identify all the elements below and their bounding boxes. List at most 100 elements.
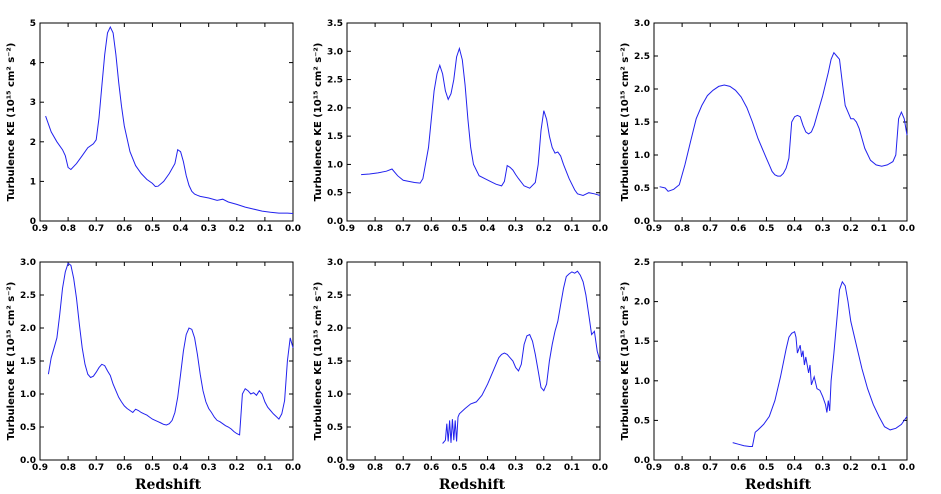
x-tick-label: 0.9 — [32, 463, 48, 473]
y-tick-label: 1.0 — [634, 377, 650, 387]
y-tick-label: 3.0 — [634, 19, 650, 29]
y-axis-label: Turbulence KE (10¹⁵ cm² s⁻²) — [620, 43, 631, 202]
y-tick-label: 0.0 — [634, 217, 650, 227]
plot-frame — [346, 22, 601, 222]
y-axis-label: Turbulence KE (10¹⁵ cm² s⁻²) — [6, 282, 17, 441]
x-tick-label: 0.2 — [843, 463, 859, 473]
x-tick-label: 0.0 — [899, 463, 915, 473]
plot-frame — [39, 22, 294, 222]
y-tick-label: 1.0 — [634, 151, 650, 161]
x-tick-label: 0.4 — [480, 463, 496, 473]
x-tick-label: 0.2 — [843, 224, 859, 234]
x-tick-label: 0.3 — [508, 224, 524, 234]
x-tick-label: 0.9 — [32, 224, 48, 234]
y-tick-label: 1.5 — [327, 132, 343, 142]
y-axis-label: Turbulence KE (10¹⁵ cm² s⁻²) — [313, 282, 324, 441]
x-tick-label: 0.8 — [367, 224, 383, 234]
y-tick-label: 0.5 — [20, 423, 36, 433]
x-tick-label: 0.6 — [730, 224, 746, 234]
x-tick-label: 0.5 — [451, 463, 467, 473]
chart-panel-2: 0.0 0.5 1.0 1.5 2.0 2.5 3.0 3.5 0.9 0.8 0.7 0.6 0.5 0… — [313, 19, 608, 234]
y-tick-label: 0.5 — [327, 189, 343, 199]
chart-panel-5: 0.0 0.5 1.0 1.5 2.0 2.5 3.0 0.9 0.8 0.7 0.6 0.5 0.4 0… — [313, 258, 608, 473]
y-tick-label: 3 — [30, 98, 36, 108]
y-axis-label: Turbulence KE (10¹⁵ cm² s⁻²) — [6, 43, 17, 202]
x-axis-label-col-1: Redshift — [135, 477, 202, 493]
x-tick-label: 0.1 — [871, 463, 887, 473]
x-tick-label: 0.9 — [339, 463, 355, 473]
plot-frame — [653, 22, 908, 222]
y-tick-label: 0.0 — [20, 456, 36, 466]
x-tick-label: 0.0 — [592, 463, 608, 473]
x-tick-label: 0.3 — [201, 463, 217, 473]
y-tick-label: 1.5 — [20, 357, 36, 367]
x-tick-label: 0.6 — [423, 463, 439, 473]
y-tick-label: 2.0 — [327, 324, 343, 334]
x-tick-label: 0.8 — [674, 463, 690, 473]
y-tick-label: 0.5 — [634, 416, 650, 426]
x-tick-label: 0.4 — [787, 224, 803, 234]
y-tick-label: 2.5 — [20, 291, 36, 301]
y-tick-label: 0.0 — [634, 456, 650, 466]
x-tick-label: 0.7 — [702, 224, 718, 234]
series-line — [442, 270, 601, 444]
x-tick-label: 0.6 — [116, 224, 132, 234]
y-tick-label: 2 — [30, 138, 36, 148]
series-line — [47, 262, 294, 436]
x-tick-label: 0.7 — [88, 463, 104, 473]
x-tick-label: 0.4 — [787, 463, 803, 473]
x-tick-label: 0.6 — [116, 463, 132, 473]
y-tick-label: 2.5 — [634, 258, 650, 268]
y-tick-label: 1 — [30, 177, 36, 187]
x-tick-label: 0.6 — [730, 463, 746, 473]
x-tick-label: 0.5 — [144, 224, 160, 234]
y-tick-label: 3.0 — [327, 47, 343, 57]
y-tick-label: 1.0 — [327, 390, 343, 400]
x-tick-label: 0.1 — [257, 463, 273, 473]
x-tick-label: 0.6 — [423, 224, 439, 234]
x-tick-label: 0.3 — [508, 463, 524, 473]
x-tick-label: 0.4 — [173, 224, 189, 234]
x-tick-label: 0.9 — [646, 463, 662, 473]
series-line — [361, 46, 601, 197]
x-tick-label: 0.1 — [564, 463, 580, 473]
y-tick-label: 2.5 — [327, 291, 343, 301]
x-tick-label: 0.9 — [646, 224, 662, 234]
chart-panel-1: 0 1 2 3 4 5 0.9 0.8 0.7 0.6 0.5 0.4 0.3 0.2 0.1 0.0 Turb… — [6, 19, 301, 234]
x-tick-label: 0.4 — [173, 463, 189, 473]
y-tick-label: 4 — [30, 59, 36, 69]
x-tick-label: 0.7 — [395, 224, 411, 234]
x-tick-label: 0.9 — [339, 224, 355, 234]
y-tick-label: 1.5 — [634, 118, 650, 128]
x-tick-label: 0.8 — [367, 463, 383, 473]
x-axis-label-col-2: Redshift — [439, 477, 506, 493]
x-tick-label: 0.0 — [592, 224, 608, 234]
x-tick-label: 0.5 — [758, 463, 774, 473]
y-tick-label: 1.0 — [20, 390, 36, 400]
y-tick-label: 5 — [30, 19, 36, 29]
x-tick-label: 0.7 — [395, 463, 411, 473]
x-tick-label: 0.3 — [815, 463, 831, 473]
y-axis-label: Turbulence KE (10¹⁵ cm² s⁻²) — [313, 43, 324, 202]
y-tick-label: 2.0 — [634, 298, 650, 308]
y-tick-label: 2.0 — [327, 104, 343, 114]
x-tick-label: 0.5 — [758, 224, 774, 234]
x-tick-label: 0.8 — [60, 224, 76, 234]
x-tick-label: 0.1 — [564, 224, 580, 234]
x-tick-label: 0.4 — [480, 224, 496, 234]
y-axis-label: Turbulence KE (10¹⁵ cm² s⁻²) — [620, 282, 631, 441]
x-tick-label: 0.0 — [285, 224, 301, 234]
x-tick-label: 0.1 — [257, 224, 273, 234]
y-tick-label: 0.0 — [327, 217, 343, 227]
y-tick-label: 1.5 — [634, 337, 650, 347]
y-tick-label: 2.0 — [634, 85, 650, 95]
x-tick-label: 0.7 — [88, 224, 104, 234]
y-tick-label: 3.0 — [20, 258, 36, 268]
x-tick-label: 0.8 — [674, 224, 690, 234]
x-tick-label: 0.2 — [229, 463, 245, 473]
x-tick-label: 0.1 — [871, 224, 887, 234]
plot-frame — [39, 261, 294, 461]
x-tick-label: 0.3 — [815, 224, 831, 234]
series-line — [659, 51, 908, 192]
